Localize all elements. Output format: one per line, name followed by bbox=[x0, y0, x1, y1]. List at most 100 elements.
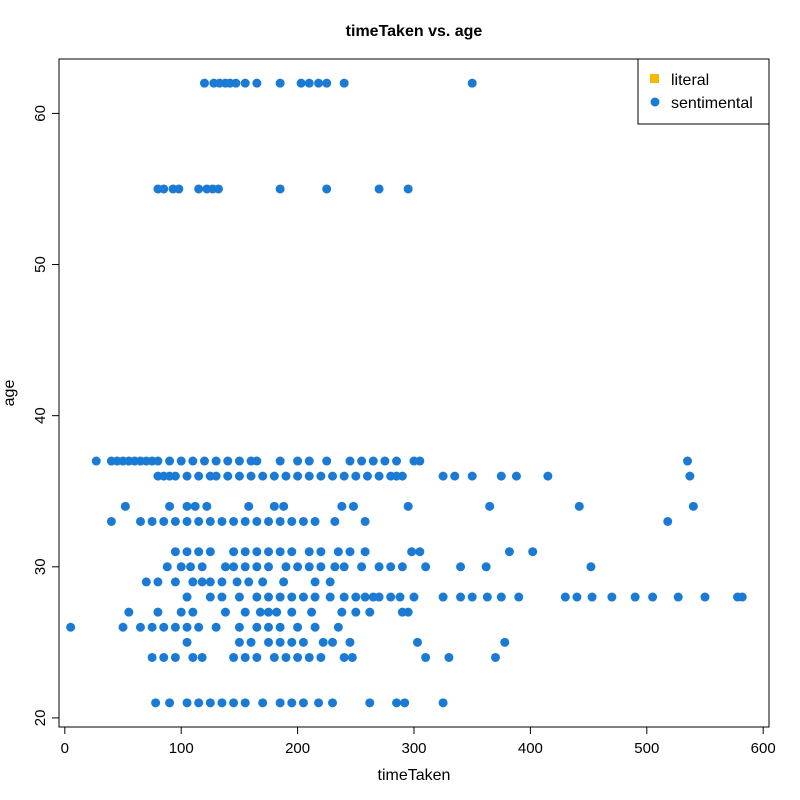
point-sentimental bbox=[217, 516, 227, 526]
point-sentimental bbox=[351, 592, 361, 602]
point-sentimental bbox=[205, 516, 215, 526]
point-sentimental bbox=[211, 471, 221, 481]
point-sentimental bbox=[66, 622, 76, 632]
point-sentimental bbox=[328, 637, 338, 647]
point-sentimental bbox=[572, 592, 582, 602]
points-layer bbox=[66, 78, 747, 708]
point-sentimental bbox=[197, 562, 207, 572]
point-sentimental bbox=[162, 562, 172, 572]
point-sentimental bbox=[504, 547, 514, 557]
x-tick-label: 200 bbox=[285, 740, 310, 757]
legend-label-literal: literal bbox=[671, 72, 709, 89]
point-sentimental bbox=[234, 471, 244, 481]
point-sentimental bbox=[348, 501, 358, 511]
point-sentimental bbox=[252, 562, 262, 572]
point-sentimental bbox=[106, 516, 116, 526]
point-sentimental bbox=[264, 562, 274, 572]
point-sentimental bbox=[194, 516, 204, 526]
point-sentimental bbox=[360, 547, 370, 557]
point-sentimental bbox=[234, 592, 244, 602]
point-sentimental bbox=[165, 501, 175, 511]
point-sentimental bbox=[217, 592, 227, 602]
point-sentimental bbox=[438, 698, 448, 708]
point-sentimental bbox=[333, 547, 343, 557]
point-sentimental bbox=[511, 471, 521, 481]
point-sentimental bbox=[211, 622, 221, 632]
point-sentimental bbox=[310, 592, 320, 602]
point-sentimental bbox=[287, 607, 297, 617]
point-sentimental bbox=[255, 607, 265, 617]
point-sentimental bbox=[141, 577, 151, 587]
point-sentimental bbox=[229, 698, 239, 708]
point-sentimental bbox=[217, 698, 227, 708]
point-sentimental bbox=[188, 456, 198, 466]
point-sentimental bbox=[685, 471, 695, 481]
point-sentimental bbox=[456, 592, 466, 602]
point-sentimental bbox=[304, 547, 314, 557]
point-sentimental bbox=[197, 652, 207, 662]
point-sentimental bbox=[275, 622, 285, 632]
point-sentimental bbox=[205, 577, 215, 587]
point-sentimental bbox=[269, 471, 279, 481]
point-sentimental bbox=[322, 184, 332, 194]
point-sentimental bbox=[240, 547, 250, 557]
point-sentimental bbox=[287, 547, 297, 557]
point-sentimental bbox=[374, 562, 384, 572]
point-sentimental bbox=[188, 652, 198, 662]
point-sentimental bbox=[205, 592, 215, 602]
point-sentimental bbox=[293, 562, 303, 572]
point-sentimental bbox=[165, 698, 175, 708]
point-sentimental bbox=[264, 637, 274, 647]
point-sentimental bbox=[663, 516, 673, 526]
point-sentimental bbox=[586, 562, 596, 572]
x-axis-label: timeTaken bbox=[378, 767, 451, 784]
point-sentimental bbox=[246, 471, 256, 481]
point-sentimental bbox=[482, 592, 492, 602]
point-sentimental bbox=[223, 471, 233, 481]
point-sentimental bbox=[135, 622, 145, 632]
point-sentimental bbox=[182, 471, 192, 481]
point-sentimental bbox=[170, 622, 180, 632]
point-sentimental bbox=[279, 577, 289, 587]
point-sentimental bbox=[397, 471, 407, 481]
y-tick-label: 20 bbox=[32, 710, 49, 727]
point-sentimental bbox=[328, 471, 338, 481]
point-sentimental bbox=[275, 78, 285, 88]
x-axis: 0 100 200 300 400 500 600 bbox=[61, 726, 776, 757]
point-sentimental bbox=[330, 516, 340, 526]
point-sentimental bbox=[298, 592, 308, 602]
point-sentimental bbox=[296, 78, 306, 88]
point-sentimental bbox=[199, 456, 209, 466]
point-sentimental bbox=[456, 562, 466, 572]
point-sentimental bbox=[314, 698, 324, 708]
point-sentimental bbox=[360, 516, 370, 526]
point-sentimental bbox=[118, 622, 128, 632]
point-sentimental bbox=[345, 637, 355, 647]
point-sentimental bbox=[322, 78, 332, 88]
point-sentimental bbox=[648, 592, 658, 602]
point-sentimental bbox=[269, 501, 279, 511]
point-sentimental bbox=[293, 622, 303, 632]
point-sentimental bbox=[607, 592, 617, 602]
point-sentimental bbox=[700, 592, 710, 602]
point-sentimental bbox=[574, 501, 584, 511]
point-sentimental bbox=[159, 184, 169, 194]
point-sentimental bbox=[310, 577, 320, 587]
point-sentimental bbox=[298, 637, 308, 647]
point-sentimental bbox=[304, 78, 314, 88]
legend: literal sentimental bbox=[637, 58, 770, 125]
point-sentimental bbox=[188, 577, 198, 587]
point-sentimental bbox=[374, 184, 384, 194]
point-sentimental bbox=[182, 516, 192, 526]
point-sentimental bbox=[325, 592, 335, 602]
point-sentimental bbox=[264, 592, 274, 602]
point-sentimental bbox=[304, 471, 314, 481]
point-sentimental bbox=[217, 577, 227, 587]
point-sentimental bbox=[560, 592, 570, 602]
point-sentimental bbox=[392, 456, 402, 466]
point-sentimental bbox=[234, 456, 244, 466]
point-sentimental bbox=[252, 456, 262, 466]
point-sentimental bbox=[357, 562, 367, 572]
point-sentimental bbox=[357, 456, 367, 466]
